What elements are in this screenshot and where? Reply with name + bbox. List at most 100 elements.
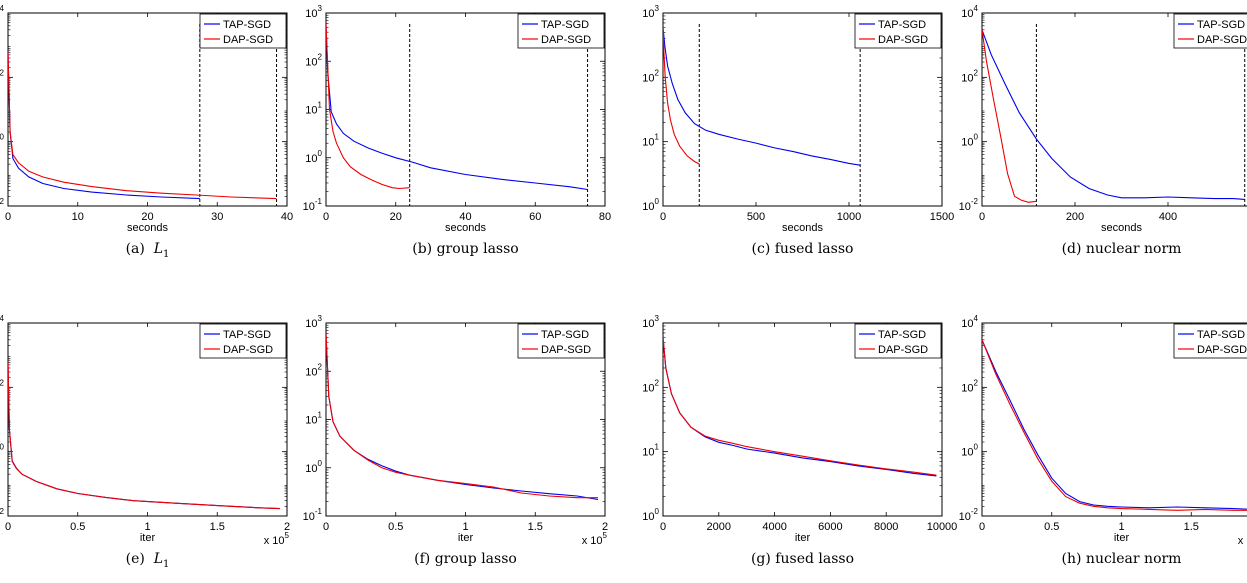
series-line-dap-sgd [8, 362, 281, 510]
y-tick-label: 103 [642, 4, 659, 20]
x-tick-label: 1 [1118, 521, 1124, 533]
x-tick-label: 2 [602, 521, 608, 533]
y-tick-label: 104 [0, 4, 5, 20]
x-axis-label: seconds [127, 222, 168, 234]
x-tick-label: 0.5 [70, 521, 85, 533]
x-tick-label: 0 [5, 521, 11, 533]
x-tick-label: 0 [5, 211, 11, 223]
legend-box [517, 13, 605, 49]
y-tick-label: 10-2 [959, 197, 979, 213]
x-tick-label: 2000 [707, 521, 731, 533]
x-tick-label: 0 [979, 521, 985, 533]
y-tick-label: 103 [305, 314, 322, 330]
x-axis-label: iter [795, 532, 811, 544]
series-line-dap-sgd [326, 23, 410, 190]
legend-box [1173, 13, 1247, 49]
y-tick-label: 104 [0, 314, 5, 330]
panel-g: 0 2000 4000 6000 8000 10000 100 101 102 103 iter TA… [642, 314, 957, 567]
y-tick-label: 102 [642, 68, 659, 84]
y-tick-label: 102 [0, 378, 5, 394]
x-scale-note: x 104 [1238, 531, 1247, 547]
subfigure-caption: (h) nuclear norm [1062, 551, 1182, 567]
x-tick-label: 1.5 [210, 521, 225, 533]
series-line-dap-sgd [982, 339, 1247, 511]
y-tick-label: 100 [642, 197, 659, 213]
x-tick-label: 1 [462, 521, 468, 533]
series-line-dap-sgd [8, 52, 277, 200]
y-tick-label: 100 [961, 133, 978, 149]
legend-label: TAP-SGD [1197, 19, 1245, 31]
x-tick-label: 8000 [874, 521, 898, 533]
y-tick-label: 100 [305, 149, 322, 165]
y-tick-label: 10-1 [303, 197, 323, 213]
series-line-dap-sgd [663, 337, 937, 476]
x-tick-label: 4000 [762, 521, 786, 533]
series-line-tap-sgd [326, 23, 588, 191]
x-tick-label: 20 [390, 211, 402, 223]
legend-label: DAP-SGD [878, 344, 928, 356]
y-tick-label: 100 [0, 443, 5, 459]
x-tick-label: 1.5 [528, 521, 543, 533]
y-tick-label: 101 [642, 443, 659, 459]
subfigure-caption: (e) L1 [126, 551, 170, 570]
y-tick-label: 102 [0, 68, 5, 84]
x-tick-label: 0 [323, 211, 329, 223]
legend-label: TAP-SGD [878, 329, 926, 341]
series-line-tap-sgd [663, 27, 861, 166]
series-line-tap-sgd [982, 339, 1247, 510]
x-tick-label: 2 [284, 521, 290, 533]
y-tick-label: 10-2 [959, 507, 979, 523]
y-tick-label: 102 [305, 362, 322, 378]
series-line-dap-sgd [326, 333, 598, 499]
x-tick-label: 80 [599, 211, 611, 223]
series-line-dap-sgd [982, 29, 1037, 203]
x-tick-label: 1000 [837, 211, 861, 223]
legend-label: DAP-SGD [878, 34, 928, 46]
legend-box [1173, 323, 1247, 359]
y-tick-label: 104 [961, 314, 978, 330]
x-tick-label: 0.5 [388, 521, 403, 533]
legend-label: DAP-SGD [1197, 34, 1247, 46]
x-tick-label: 1 [144, 521, 150, 533]
x-tick-label: 1500 [930, 211, 954, 223]
legend-label: DAP-SGD [223, 344, 273, 356]
y-tick-label: 102 [305, 52, 322, 68]
subfigure-caption: (c) fused lasso [752, 241, 854, 257]
legend-label: TAP-SGD [1197, 329, 1245, 341]
subfigure-caption: (g) fused lasso [751, 551, 854, 567]
legend-label: DAP-SGD [541, 34, 591, 46]
panel-e: 0 0.5 1 1.5 2 10-2 100 102 104 iter x 105 TAP-SGD DA… [0, 314, 290, 570]
subfigure-caption: (f) group lasso [414, 551, 517, 567]
x-tick-label: 40 [459, 211, 471, 223]
legend-box [854, 13, 942, 49]
legend-label: TAP-SGD [223, 19, 271, 31]
x-tick-label: 0 [660, 521, 666, 533]
x-axis-label: seconds [1101, 222, 1142, 234]
y-tick-label: 100 [0, 133, 5, 149]
y-tick-label: 10-2 [0, 507, 5, 523]
legend-label: TAP-SGD [223, 329, 271, 341]
legend-box [199, 13, 287, 49]
x-scale-note: x 105 [582, 531, 608, 547]
y-tick-label: 102 [961, 378, 978, 394]
x-tick-label: 40 [281, 211, 293, 223]
series-line-tap-sgd [982, 29, 1245, 200]
x-tick-label: 30 [211, 211, 223, 223]
panel-b: 0 20 40 60 80 10-1 100 101 102 103 seconds TAP-SGD D… [303, 4, 612, 257]
x-tick-label: 10000 [927, 521, 958, 533]
panel-f: 0 0.5 1 1.5 2 10-1 100 101 102 103 iter x 105 TAP-SG… [303, 314, 608, 567]
legend-label: DAP-SGD [1197, 344, 1247, 356]
x-tick-label: 0 [660, 211, 666, 223]
subfigure-caption: (a) L1 [126, 241, 170, 260]
series-line-dap-sgd [663, 27, 700, 165]
legend-label: TAP-SGD [878, 19, 926, 31]
x-tick-label: 400 [1159, 211, 1177, 223]
legend-box [199, 323, 287, 359]
legend-box [854, 323, 942, 359]
y-tick-label: 10-1 [303, 507, 323, 523]
x-tick-label: 6000 [818, 521, 842, 533]
y-tick-label: 103 [305, 4, 322, 20]
x-axis-label: seconds [445, 222, 486, 234]
